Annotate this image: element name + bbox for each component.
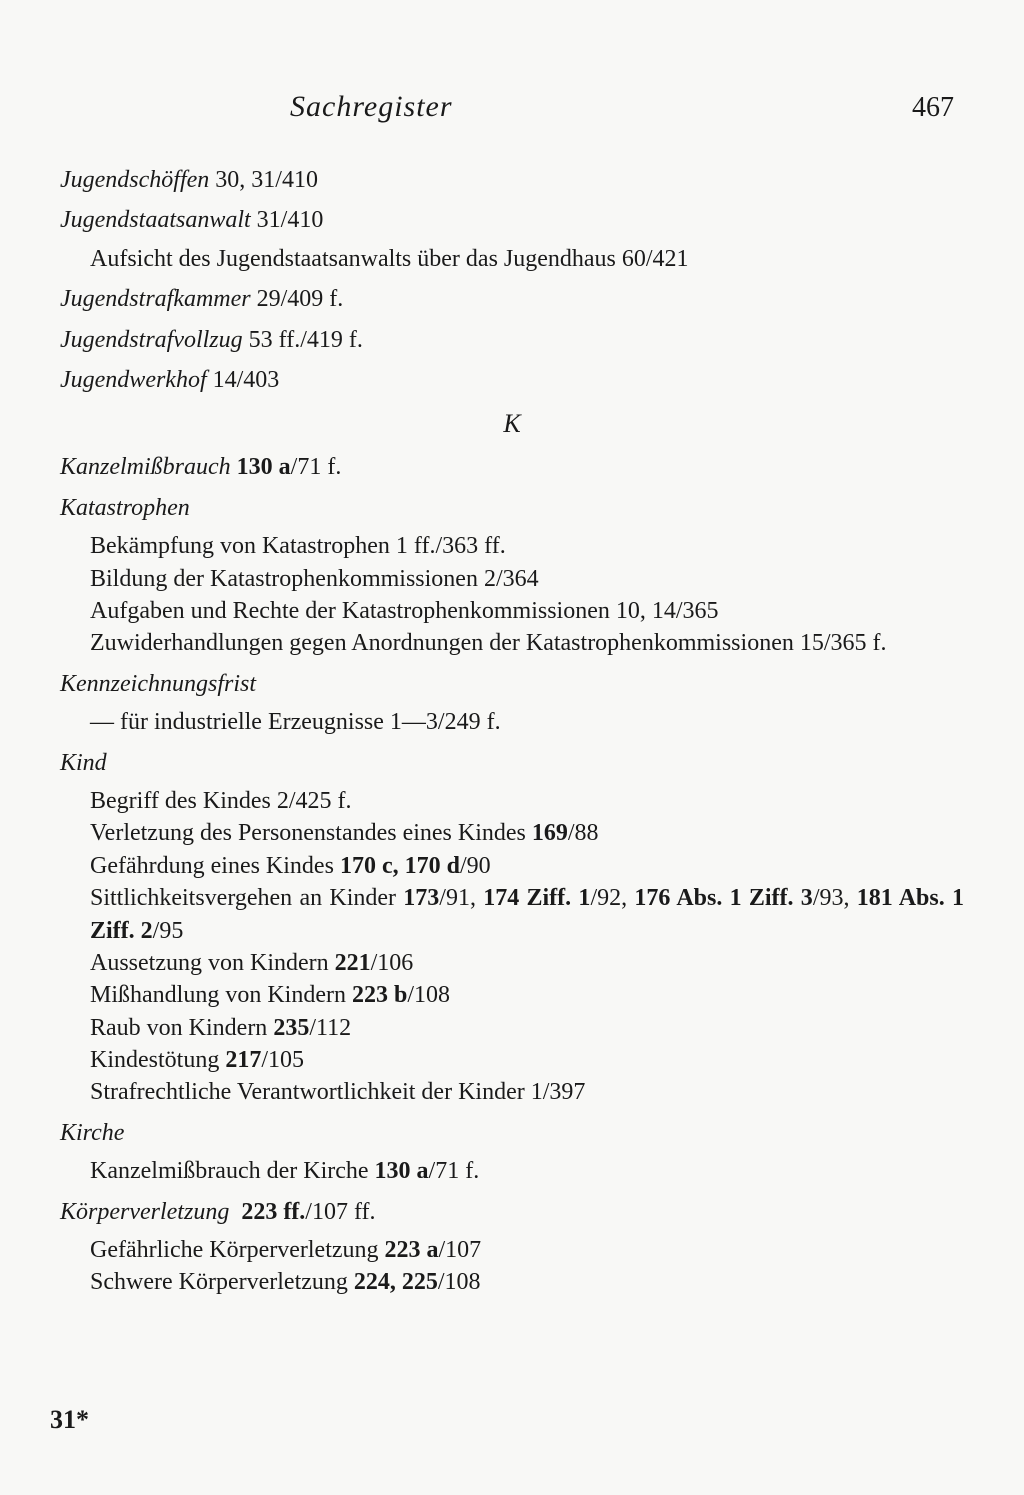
index-entry: Körperverletzung 223 ff./107 ff. Gefährl… <box>60 1196 964 1299</box>
index-subentry: Zuwiderhandlungen gegen Anordnungen der … <box>60 627 964 659</box>
index-subentry: Begriff des Kindes 2/425 f. <box>60 785 964 817</box>
index-subentry: Bildung der Katastrophenkommissionen 2/3… <box>60 563 964 595</box>
index-refs: /107 ff. <box>305 1199 375 1225</box>
index-subentry: Raub von Kindern 235/112 <box>60 1012 964 1044</box>
index-entry: Katastrophen Bekämpfung von Katastrophen… <box>60 492 964 660</box>
index-subentry: Aufsicht des Jugendstaatsanwalts über da… <box>60 243 964 275</box>
index-term: Jugendstaatsanwalt <box>60 207 251 233</box>
index-subentry: Aussetzung von Kindern 221/106 <box>60 947 964 979</box>
index-refs: 31/410 <box>251 207 324 233</box>
index-term: Jugendwerkhof <box>60 367 207 393</box>
index-term: Jugendstrafkammer <box>60 286 251 312</box>
index-subentry: Kindestötung 217/105 <box>60 1044 964 1076</box>
index-subentry: Mißhandlung von Kindern 223 b/108 <box>60 979 964 1011</box>
section-letter: K <box>60 406 964 441</box>
index-entry: Jugendwerkhof 14/403 <box>60 364 964 396</box>
page-header: Sachregister 467 <box>50 90 974 124</box>
index-term: Kanzelmißbrauch <box>60 454 231 480</box>
index-subentry: Gefährdung eines Kindes 170 c, 170 d/90 <box>60 850 964 882</box>
index-subentry: Strafrechtliche Verantwortlichkeit der K… <box>60 1076 964 1108</box>
index-entry: Jugendstrafkammer 29/409 f. <box>60 283 964 315</box>
index-entry: Kind Begriff des Kindes 2/425 f. Verletz… <box>60 747 964 1109</box>
index-term: Jugendschöffen <box>60 167 209 193</box>
header-title: Sachregister <box>290 90 453 124</box>
index-entry: Kennzeichnungsfrist — für industrielle E… <box>60 668 964 739</box>
index-entry: Kirche Kanzelmißbrauch der Kirche 130 a/… <box>60 1117 964 1188</box>
index-term: Körperverletzung <box>60 1199 229 1225</box>
index-subentry: Aufgaben und Rechte der Katastrophenkomm… <box>60 595 964 627</box>
index-term: Katastrophen <box>60 495 190 521</box>
index-refs: 53 ff./419 f. <box>243 327 363 353</box>
index-refs-bold: 130 a <box>231 454 291 480</box>
index-subentry: Verletzung des Personenstandes eines Kin… <box>60 817 964 849</box>
index-content: Jugendschöffen 30, 31/410 Jugendstaatsan… <box>50 164 974 1299</box>
page-number: 467 <box>912 92 954 124</box>
index-term: Kennzeichnungsfrist <box>60 671 256 697</box>
index-refs: /71 f. <box>291 454 342 480</box>
index-subentry: Schwere Körperverletzung 224, 225/108 <box>60 1266 964 1298</box>
index-entry: Kanzelmißbrauch 130 a/71 f. <box>60 451 964 483</box>
index-term: Kirche <box>60 1120 124 1146</box>
index-refs: 30, 31/410 <box>209 167 318 193</box>
index-refs-bold: 223 ff. <box>235 1199 305 1225</box>
index-term: Kind <box>60 750 107 776</box>
index-subentry: Sittlichkeitsvergehen an Kinder 173/91, … <box>60 882 964 947</box>
index-entry: Jugendstaatsanwalt 31/410 Aufsicht des J… <box>60 204 964 275</box>
index-term: Jugendstrafvollzug <box>60 327 243 353</box>
index-entry: Jugendschöffen 30, 31/410 <box>60 164 964 196</box>
index-subentry: Gefährliche Körperverletzung 223 a/107 <box>60 1234 964 1266</box>
index-subentry: Bekämpfung von Katastrophen 1 ff./363 ff… <box>60 530 964 562</box>
index-refs: 29/409 f. <box>251 286 344 312</box>
index-subentry: — für industrielle Erzeugnisse 1—3/249 f… <box>60 706 964 738</box>
index-refs: 14/403 <box>207 367 280 393</box>
footer-marker: 31* <box>50 1405 89 1435</box>
index-subentry: Kanzelmißbrauch der Kirche 130 a/71 f. <box>60 1155 964 1187</box>
index-entry: Jugendstrafvollzug 53 ff./419 f. <box>60 324 964 356</box>
